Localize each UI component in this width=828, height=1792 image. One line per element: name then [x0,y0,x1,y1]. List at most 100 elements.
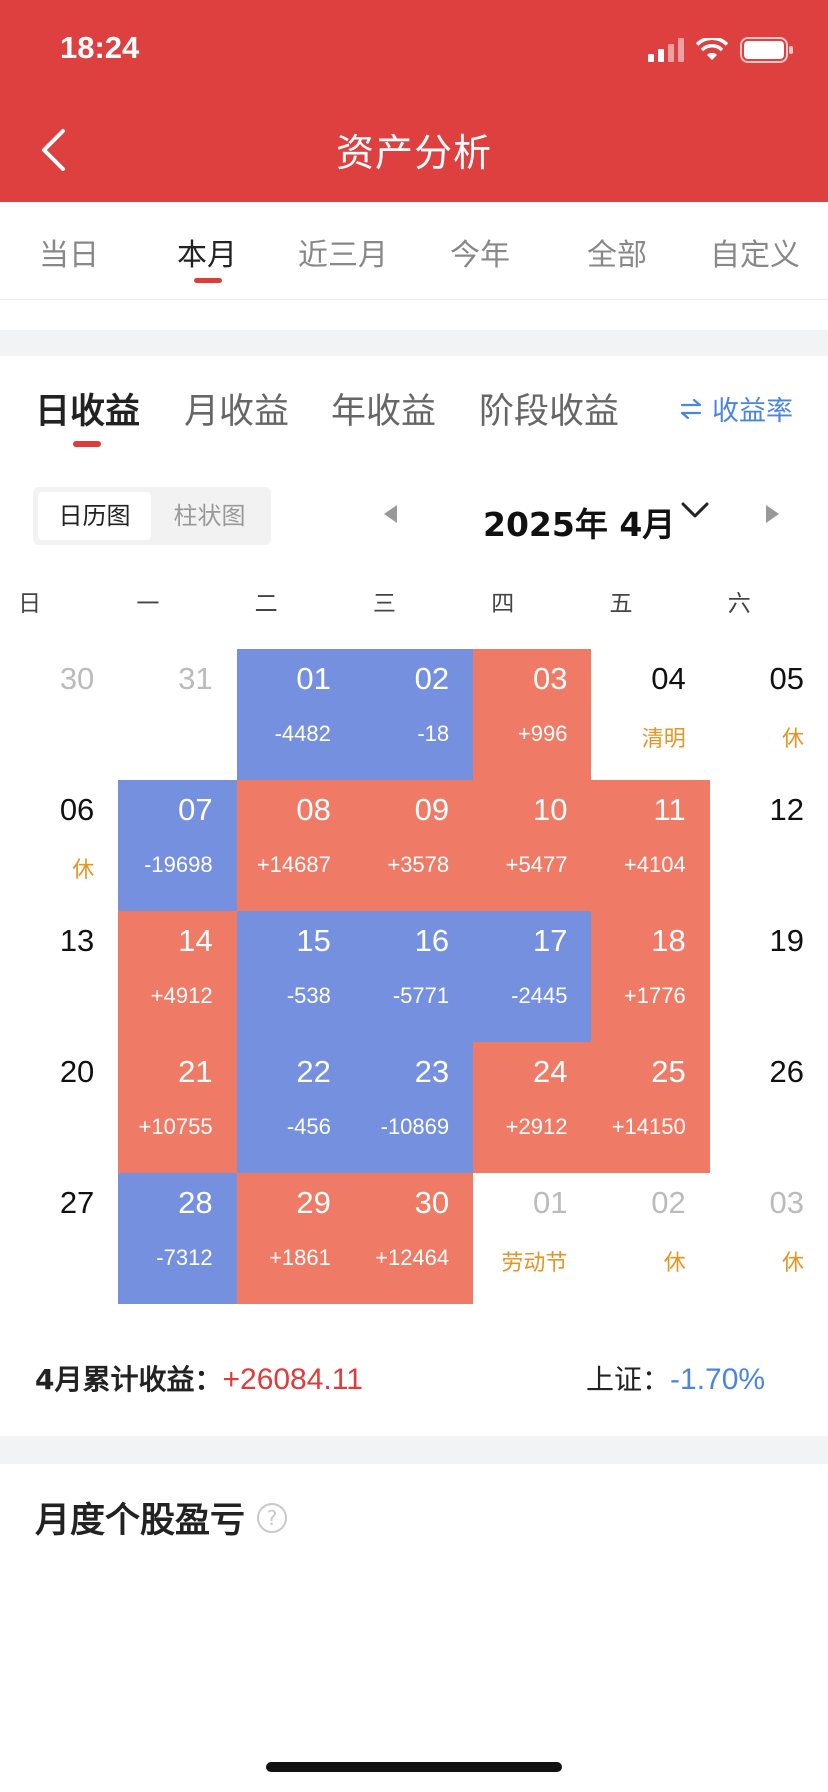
next-month-arrow-icon[interactable] [766,505,779,523]
calendar-day-cell[interactable]: 22 -456 [236,1042,355,1173]
tab-yearly-income[interactable]: 年收益 [331,392,437,432]
tab-monthly-income[interactable]: 月收益 [184,392,290,432]
index-summary: 上证：-1.70% [586,1358,765,1398]
calendar-day-number: 25 [651,1054,686,1089]
calendar-day-number: 11 [653,792,686,827]
calendar-day-cell[interactable]: 13 [0,911,118,1042]
calendar-day-cell[interactable]: 01 劳动节 [473,1173,591,1304]
calendar-day-income: -2445 [511,983,568,1008]
calendar-day-cell[interactable]: 21 +10755 [118,1042,237,1173]
calendar-day-number: 02 [651,1185,686,1220]
weekday-label: 五 [609,591,633,617]
calendar-day-income: +12464 [375,1245,450,1270]
section-divider [0,330,828,356]
calendar-day-cell[interactable]: 23 -10869 [354,1042,474,1173]
period-tab-bar: 当日 本月 近三月 今年 全部 自定义 [0,202,828,300]
calendar-day-number: 06 [59,792,95,827]
calendar-day-number: 01 [296,661,331,696]
calendar-day-cell[interactable]: 03 休 [710,1173,828,1304]
calendar-day-income: +996 [517,721,568,746]
calendar-day-income: +4912 [150,983,213,1008]
section-divider-2 [0,1436,828,1464]
calendar-day-cell[interactable]: 07 -19698 [118,780,237,911]
calendar-day-cell[interactable]: 04 清明 [591,649,709,780]
tab-custom[interactable]: 自定义 [710,238,800,273]
calendar-day-cell[interactable]: 19 [710,911,828,1042]
chevron-down-icon[interactable] [680,500,710,520]
calendar-day-holiday: 休 [663,1250,686,1275]
calendar-day-number: 07 [178,792,213,827]
calendar-day-cell[interactable]: 17 -2445 [473,911,592,1042]
calendar-day-cell[interactable]: 05 休 [710,649,828,780]
tab-today[interactable]: 当日 [39,238,99,273]
calendar-day-income: -456 [286,1114,331,1139]
calendar-day-cell[interactable]: 02 休 [591,1173,709,1304]
calendar-day-cell[interactable]: 31 [118,649,236,780]
rate-toggle-link[interactable]: 收益率 [680,389,793,428]
calendar-day-number: 22 [296,1054,331,1089]
calendar-day-holiday: 劳动节 [501,1250,568,1275]
income-calendar: 30 31 01 -4482 02 -18 03 +996 04 清明 05 休 06 休 07 -19698… [0,649,828,1304]
help-icon[interactable]: ? [257,1502,288,1533]
calendar-day-number: 30 [59,661,95,696]
weekday-label: 二 [254,591,278,617]
calendar-day-cell[interactable]: 20 [0,1042,118,1173]
calendar-day-number: 26 [769,1054,804,1089]
calendar-day-income: +1861 [269,1245,331,1270]
weekday-label: 六 [727,591,751,617]
calendar-day-cell[interactable]: 06 休 [0,780,118,911]
calendar-day-income: +10755 [138,1114,213,1139]
section-title: 月度个股盈亏 [35,1501,246,1541]
tab-three-months[interactable]: 近三月 [298,238,388,273]
chevron-left-icon [42,129,65,171]
calendar-day-number: 17 [532,923,568,958]
calendar-day-cell[interactable]: 10 +5477 [473,780,592,911]
calendar-day-cell[interactable]: 11 +4104 [591,780,710,911]
calendar-day-cell[interactable]: 01 -4482 [236,649,355,780]
calendar-day-cell[interactable]: 12 [710,780,828,911]
calendar-day-cell[interactable]: 25 +14150 [591,1042,710,1173]
calendar-day-number: 27 [59,1185,95,1220]
calendar-view-option[interactable]: 日历图 [38,492,151,540]
calendar-day-cell[interactable]: 16 -5771 [354,911,474,1042]
calendar-day-income: -5771 [392,983,450,1008]
status-time: 18:24 [60,30,140,65]
calendar-day-cell[interactable]: 29 +1861 [236,1173,355,1304]
calendar-day-cell[interactable]: 27 [0,1173,118,1304]
calendar-day-income: -19698 [144,852,213,877]
calendar-day-cell[interactable]: 03 +996 [473,649,592,780]
calendar-day-cell[interactable]: 30 +12464 [354,1173,474,1304]
calendar-day-income: -10869 [380,1114,450,1139]
back-button[interactable] [28,122,78,178]
calendar-day-cell[interactable]: 14 +4912 [118,911,237,1042]
calendar-day-cell[interactable]: 28 -7312 [118,1173,237,1304]
tab-this-year[interactable]: 今年 [450,238,510,273]
monthly-summary-value: +26084.11 [222,1363,363,1396]
calendar-day-number: 03 [532,661,568,696]
tab-stage-income[interactable]: 阶段收益 [479,392,620,432]
calendar-day-number: 03 [769,1185,804,1220]
calendar-day-income: +2912 [505,1114,568,1139]
calendar-day-cell[interactable]: 15 -538 [236,911,355,1042]
bar-view-option[interactable]: 柱状图 [173,502,246,530]
calendar-day-cell[interactable]: 09 +3578 [354,780,474,911]
app-header: 18:24 资产分析 [0,0,828,202]
weekday-label: 日 [18,591,42,617]
calendar-day-cell[interactable]: 08 +14687 [236,780,355,911]
month-label[interactable]: 2025年 4月 [483,505,676,544]
tab-daily-income[interactable]: 日收益 [35,392,141,432]
calendar-day-number: 13 [59,923,95,958]
calendar-day-cell[interactable]: 30 [0,649,118,780]
calendar-day-cell[interactable]: 26 [710,1042,828,1173]
monthly-summary-label: 4月累计收益： [35,1363,223,1396]
calendar-day-cell[interactable]: 02 -18 [354,649,474,780]
calendar-day-income: -18 [417,721,450,746]
tab-this-month[interactable]: 本月 [177,238,237,273]
calendar-day-cell[interactable]: 24 +2912 [473,1042,592,1173]
page-title: 资产分析 [335,131,492,175]
calendar-day-number: 04 [651,661,686,696]
tab-all[interactable]: 全部 [587,238,647,273]
calendar-day-cell[interactable]: 18 +1776 [591,911,710,1042]
stock-pnl-section: 月度个股盈亏 ? [35,1492,288,1543]
prev-month-arrow-icon[interactable] [384,505,397,523]
